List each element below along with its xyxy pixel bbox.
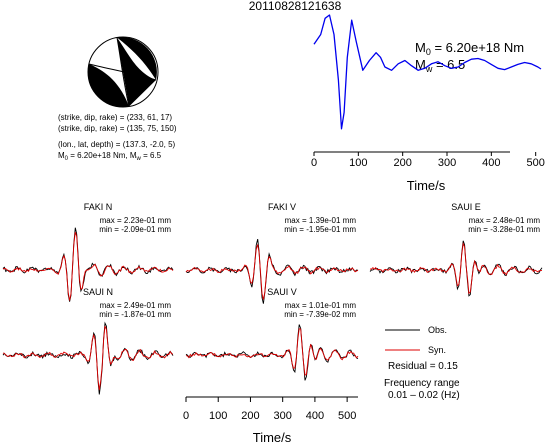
waveform-x-tick-label: 500: [338, 410, 356, 422]
legend-syn-label: Syn.: [428, 345, 446, 355]
station-label: FAKI N: [84, 202, 113, 212]
moment-magnitude-line: M0 = 6.20e+18 Nm, Mw = 6.5: [58, 151, 162, 162]
min-amplitude-label: min = -3.28e-01 mm: [468, 225, 540, 234]
nodal-plane-1: (strike, dip, rake) = (233, 61, 17): [58, 113, 172, 122]
residual-label: Residual = 0.15: [388, 361, 458, 372]
stf-x-tick-label: 400: [482, 157, 500, 169]
legend: Obs. Syn. Residual = 0.15 Frequency rang…: [384, 325, 460, 401]
observed-waveform: [2, 321, 174, 395]
stf-mw-label: Mw = 6.5: [415, 57, 465, 74]
max-amplitude-label: max = 2.49e-01 mm: [100, 301, 172, 310]
waveform-x-tick-label: 100: [209, 410, 227, 422]
max-amplitude-label: max = 2.23e-01 mm: [100, 216, 172, 225]
station-label: SAUI N: [83, 287, 113, 297]
max-amplitude-label: max = 2.48e-01 mm: [469, 216, 541, 225]
waveform-x-tick-label: 200: [241, 410, 259, 422]
frequency-range-label: Frequency range: [384, 378, 460, 389]
synthetic-waveform: [185, 328, 359, 376]
min-amplitude-label: min = -7.39e-02 mm: [284, 310, 356, 319]
legend-obs-label: Obs.: [428, 325, 447, 335]
station-label: FAKI V: [268, 202, 296, 212]
observed-waveform: [369, 240, 543, 297]
station-label: SAUI E: [451, 202, 481, 212]
min-amplitude-label: min = -1.87e-01 mm: [99, 310, 171, 319]
stf-x-tick-label: 200: [393, 157, 411, 169]
stf-x-tick-label: 100: [349, 157, 367, 169]
location-depth: (lon., lat, depth) = (137.3, -2.0, 5): [58, 140, 176, 149]
synthetic-waveform: [369, 241, 542, 295]
stf-x-axis-label: Time/s: [407, 178, 446, 193]
figure-title: 20110828121638: [249, 0, 342, 13]
min-amplitude-label: min = -1.95e-01 mm: [284, 225, 356, 234]
waveform-x-axis-label: Time/s: [253, 430, 292, 445]
waveform-time-axis: 0 100 200 300 400 500 Time/s: [183, 396, 358, 445]
source-time-function-plot: M0 = 6.20e+18 Nm Mw = 6.5 0 100 200 300 400 5…: [311, 14, 545, 193]
source-info: (strike, dip, rake) = (233, 61, 17) (str…: [58, 113, 177, 162]
station-label: SAUI V: [267, 287, 297, 297]
min-amplitude-label: min = -2.09e-01 mm: [99, 225, 171, 234]
max-amplitude-label: max = 1.01e-01 mm: [285, 301, 357, 310]
stf-x-tick-label: 500: [527, 157, 545, 169]
nodal-plane-2: (strike, dip, rake) = (135, 75, 150): [58, 124, 177, 133]
waveform-x-tick-label: 0: [183, 410, 189, 422]
stf-x-tick-label: 300: [438, 157, 456, 169]
synthetic-waveform: [185, 244, 359, 300]
stf-series-line: [313, 14, 542, 130]
stf-x-tick-label: 0: [311, 157, 317, 169]
waveform-x-tick-label: 300: [274, 410, 292, 422]
frequency-range-value: 0.01 – 0.02 (Hz): [388, 390, 460, 401]
synthetic-waveform: [2, 325, 174, 391]
waveform-x-tick-label: 400: [306, 410, 324, 422]
stf-m0-label: M0 = 6.20e+18 Nm: [415, 40, 524, 57]
max-amplitude-label: max = 1.39e-01 mm: [285, 216, 357, 225]
synthetic-waveform: [2, 231, 174, 301]
beachball-icon: [87, 36, 159, 108]
